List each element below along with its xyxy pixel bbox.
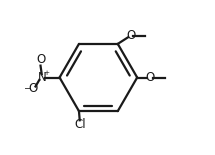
- Text: Cl: Cl: [74, 117, 86, 131]
- Text: N: N: [38, 71, 46, 84]
- Text: −: −: [24, 84, 32, 93]
- Text: +: +: [43, 70, 49, 76]
- Text: O: O: [126, 29, 135, 42]
- Text: O: O: [28, 82, 37, 95]
- Text: O: O: [36, 53, 45, 66]
- Text: O: O: [146, 71, 155, 84]
